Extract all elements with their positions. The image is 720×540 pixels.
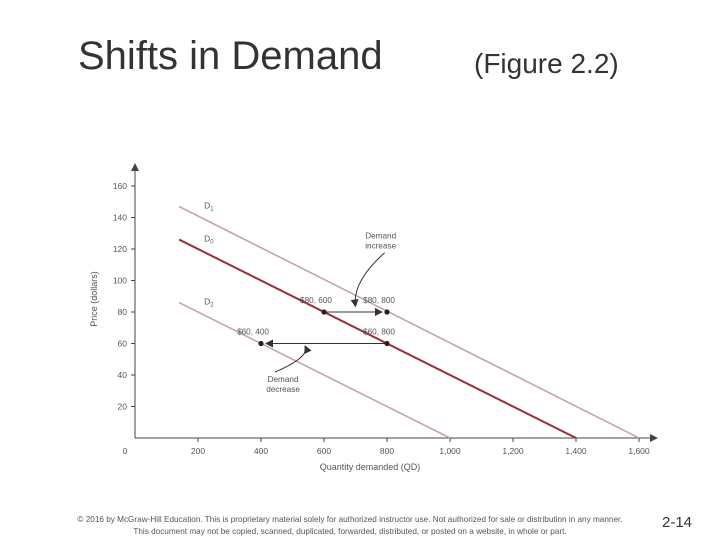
slide-title: Shifts in Demand [78,34,383,78]
x-tick-label: 600 [317,446,331,456]
x-tick-label: 1,000 [439,446,461,456]
data-point-3 [258,340,264,347]
curve-label-d1: D1 [204,200,214,212]
footer-line-2: This document may not be copied, scanned… [133,527,567,536]
x-tick-label: 800 [380,446,394,456]
x-tick-label: 400 [254,446,268,456]
data-point-2 [384,309,390,315]
y-tick-label: 80 [118,307,128,317]
data-point-1 [321,309,327,315]
demand-shift-chart: 0 200 400 600 800 1,000 1,200 1,400 1,600 20 40 60 8… [89,163,658,472]
demand-curve-d1 [178,205,640,439]
x-tick-label: 0 [123,446,128,456]
annotation-1-line-1: Demand [365,232,396,241]
annotation-2-line-2: decrease [266,385,300,394]
x-tick-label: 200 [191,446,205,456]
curve-label-d0: D0 [204,234,214,246]
y-axis-label: Price (dollars) [89,271,99,327]
point-label-4: $60, 800 [363,328,395,337]
y-tick-label: 100 [113,276,127,286]
data-point-4 [384,340,390,347]
point-label-1: $80, 600 [300,296,332,305]
copyright-footer: © 2016 by McGraw-Hill Education. This is… [40,514,660,538]
point-label-2: $80, 800 [363,296,395,305]
annotation-2-line-1: Demand [268,375,299,384]
x-tick-label: 1,200 [502,446,524,456]
annotation-pointer-1 [350,252,386,308]
y-tick-label: 140 [113,213,127,223]
x-tick-label: 1,400 [565,446,587,456]
x-tick-label: 1,600 [628,446,650,456]
slide-subtitle: (Figure 2.2) [474,48,619,79]
x-axis-label: Quantity demanded (QD) [320,462,421,472]
demand-curve-d0 [178,238,577,439]
point-label-3: $60, 400 [237,328,269,337]
curve-label-d2: D2 [204,297,214,309]
page-number: 2-14 [662,514,693,531]
y-tick-label: 40 [118,370,128,380]
y-tick-label: 120 [113,244,127,254]
demand-curve-d2 [178,301,451,439]
annotation-pointer-2 [274,345,312,373]
annotation-1-line-2: increase [365,242,396,251]
y-tick-label: 60 [118,339,128,349]
y-tick-label: 20 [118,402,128,412]
y-tick-label: 160 [113,181,127,191]
footer-line-1: © 2016 by McGraw-Hill Education. This is… [77,515,623,524]
